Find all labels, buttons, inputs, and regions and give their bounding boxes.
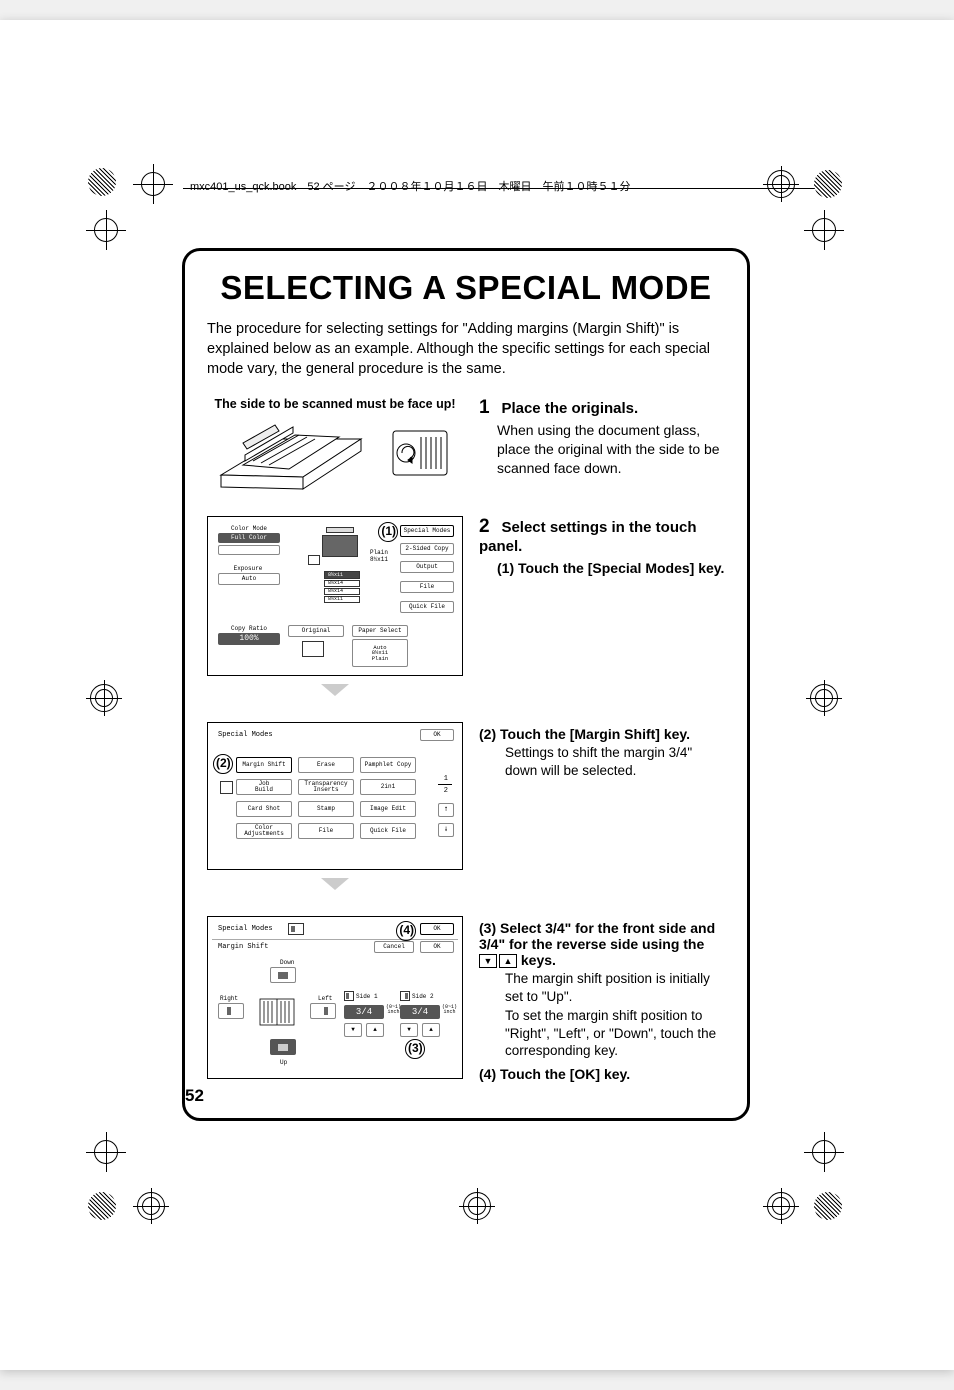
- ok-key-inner[interactable]: OK: [420, 941, 454, 953]
- substep-3-body1: The margin shift position is initially s…: [505, 970, 725, 1005]
- reg-hatch: [814, 1192, 842, 1220]
- substep-3-label: (3) Select 3/4" for the front side and 3…: [479, 920, 725, 968]
- scanner-illustration: [207, 417, 463, 495]
- reg-hatch: [88, 1192, 116, 1220]
- ok-key[interactable]: OK: [420, 923, 454, 935]
- side2-up-key[interactable]: ▲: [422, 1023, 440, 1037]
- substep-2-body: Settings to shift the margin 3/4" down w…: [505, 744, 725, 779]
- reg-mark: [763, 166, 799, 202]
- reg-mark: [86, 680, 122, 716]
- step-2-heading: 2 Select settings in the touch panel.: [479, 516, 725, 556]
- substep-3-row: Special Modes OK Margin Shift Cancel OK …: [207, 916, 725, 1082]
- booklet-icon: [250, 991, 306, 1033]
- page-down-key[interactable]: 🠗: [438, 823, 454, 837]
- reg-cross: [86, 210, 126, 250]
- reg-hatch: [88, 168, 116, 196]
- step-2-row: Color Mode Full Color Exposure Auto Copy…: [207, 516, 725, 706]
- dir-right-key[interactable]: [218, 1003, 244, 1019]
- step-1-num: 1: [479, 397, 497, 419]
- up-arrow-icon: ▲: [499, 954, 517, 968]
- side1-down-key[interactable]: ▼: [344, 1023, 362, 1037]
- ok-key[interactable]: OK: [420, 729, 454, 741]
- face-up-note: The side to be scanned must be face up!: [207, 397, 463, 411]
- callout-1: (1): [381, 524, 396, 538]
- job-build-icon: [220, 781, 233, 794]
- substep-3-body2: To set the margin shift position to "Rig…: [505, 1007, 725, 1060]
- reg-mark: [133, 1188, 169, 1224]
- step-1-title: Place the originals.: [501, 400, 638, 417]
- side1-value: 3/4: [344, 1005, 384, 1019]
- touch-panel-c: Special Modes OK Margin Shift Cancel OK …: [207, 916, 463, 1079]
- margin-shift-icon: [288, 923, 304, 935]
- dir-left-key[interactable]: [310, 1003, 336, 1019]
- page-up-key[interactable]: 🠕: [438, 803, 454, 817]
- reg-mark: [806, 680, 842, 716]
- header-meta: mxc401_us_qck.book 52 ページ ２００８年１０月１６日 木曜…: [190, 178, 630, 194]
- step-1-heading: 1 Place the originals.: [479, 397, 725, 419]
- reg-cross: [86, 1132, 126, 1172]
- side2-down-key[interactable]: ▼: [400, 1023, 418, 1037]
- arrow-down-icon: [321, 684, 349, 696]
- side2-value: 3/4: [400, 1005, 440, 1019]
- reg-cross: [133, 164, 173, 204]
- down-arrow-icon: ▼: [479, 954, 497, 968]
- substep-2-label: (2) Touch the [Margin Shift] key.: [479, 726, 725, 742]
- special-modes-key[interactable]: Special Modes: [400, 525, 454, 537]
- substep-1: (1) Touch the [Special Modes] key.: [497, 560, 725, 576]
- arrow-down-icon: [321, 878, 349, 890]
- intro-text: The procedure for selecting settings for…: [207, 319, 725, 379]
- margin-shift-key[interactable]: Margin Shift: [236, 757, 292, 773]
- reg-mark: [459, 1188, 495, 1224]
- callout-3: (3): [408, 1041, 423, 1055]
- callout-4: (4): [399, 923, 414, 937]
- step-2-num: 2: [479, 516, 497, 538]
- step-2-title: Select settings in the touch panel.: [479, 519, 696, 555]
- arrow-keys-icons: ▼ ▲: [479, 954, 517, 968]
- page-title: SELECTING A SPECIAL MODE: [207, 269, 725, 307]
- dir-up-key[interactable]: [270, 1039, 296, 1055]
- touch-panel-b: Special Modes OK Margin Shift Erase Pamp…: [207, 722, 463, 870]
- substep-4-label: (4) Touch the [OK] key.: [479, 1066, 725, 1082]
- touch-panel-a: Color Mode Full Color Exposure Auto Copy…: [207, 516, 463, 676]
- side1-up-key[interactable]: ▲: [366, 1023, 384, 1037]
- page-number: 52: [185, 1086, 204, 1106]
- dir-down-key[interactable]: [270, 967, 296, 983]
- reg-hatch: [814, 170, 842, 198]
- reg-cross: [804, 210, 844, 250]
- content-frame: SELECTING A SPECIAL MODE The procedure f…: [182, 248, 750, 1121]
- substep-2-row: Special Modes OK Margin Shift Erase Pamp…: [207, 722, 725, 900]
- reg-cross: [804, 1132, 844, 1172]
- cancel-key[interactable]: Cancel: [374, 941, 414, 953]
- reg-mark: [763, 1188, 799, 1224]
- page: mxc401_us_qck.book 52 ページ ２００８年１０月１６日 木曜…: [0, 20, 954, 1370]
- step-1-body: When using the document glass, place the…: [497, 421, 725, 478]
- callout-2: (2): [216, 756, 231, 770]
- step-1-row: The side to be scanned must be face up!: [207, 397, 725, 500]
